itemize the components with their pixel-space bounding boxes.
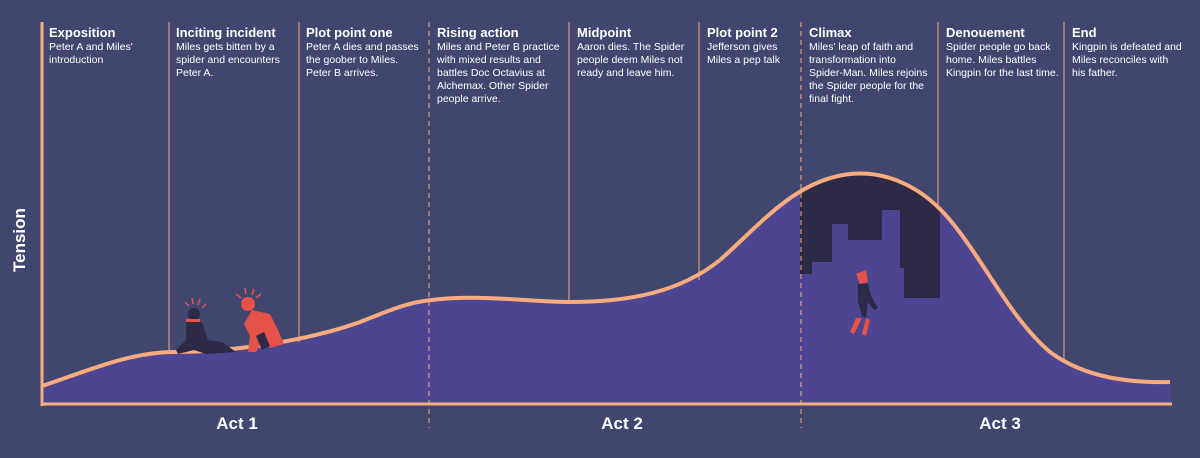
stage-desc-plot-point-2: Jefferson gives Miles a pep talk bbox=[707, 41, 780, 66]
stage-desc-end: Kingpin is defeated and Miles reconciles… bbox=[1072, 41, 1182, 79]
stage-title-inciting-incident: Inciting incident bbox=[176, 25, 276, 40]
stage-title-exposition: Exposition bbox=[49, 25, 116, 40]
stage-title-plot-point-one: Plot point one bbox=[306, 25, 393, 40]
falling-spider-man-icon bbox=[850, 270, 878, 336]
act-label-3: Act 3 bbox=[979, 414, 1021, 433]
stage-desc-inciting-incident: Miles gets bitten by a spider and encoun… bbox=[176, 41, 280, 79]
y-axis-label: Tension bbox=[10, 208, 29, 272]
stage-title-end: End bbox=[1072, 25, 1097, 40]
stage-desc-denouement: Spider people go back home. Miles battle… bbox=[946, 41, 1059, 79]
tension-area bbox=[42, 173, 1170, 404]
stage-title-denouement: Denouement bbox=[946, 25, 1025, 40]
stage-desc-exposition: Peter A and Miles' introduction bbox=[49, 41, 133, 66]
stage-title-midpoint: Midpoint bbox=[577, 25, 632, 40]
stage-title-plot-point-2: Plot point 2 bbox=[707, 25, 778, 40]
city-skyline-icon bbox=[800, 174, 940, 298]
stage-title-climax: Climax bbox=[809, 25, 852, 40]
act-label-1: Act 1 bbox=[216, 414, 258, 433]
stage-desc-plot-point-one: Peter A dies and passes the goober to Mi… bbox=[306, 41, 419, 79]
stage-title-rising-action: Rising action bbox=[437, 25, 519, 40]
act-label-2: Act 2 bbox=[601, 414, 643, 433]
stage-desc-rising-action: Miles and Peter B practice with mixed re… bbox=[437, 41, 560, 105]
crouching-spider-figure-icon bbox=[235, 287, 284, 352]
kneeling-figure-icon bbox=[176, 297, 236, 354]
stage-desc-climax: Miles' leap of faith and transformation … bbox=[809, 41, 928, 105]
stage-desc-midpoint: Aaron dies. The Spider people deem Miles… bbox=[577, 41, 685, 79]
